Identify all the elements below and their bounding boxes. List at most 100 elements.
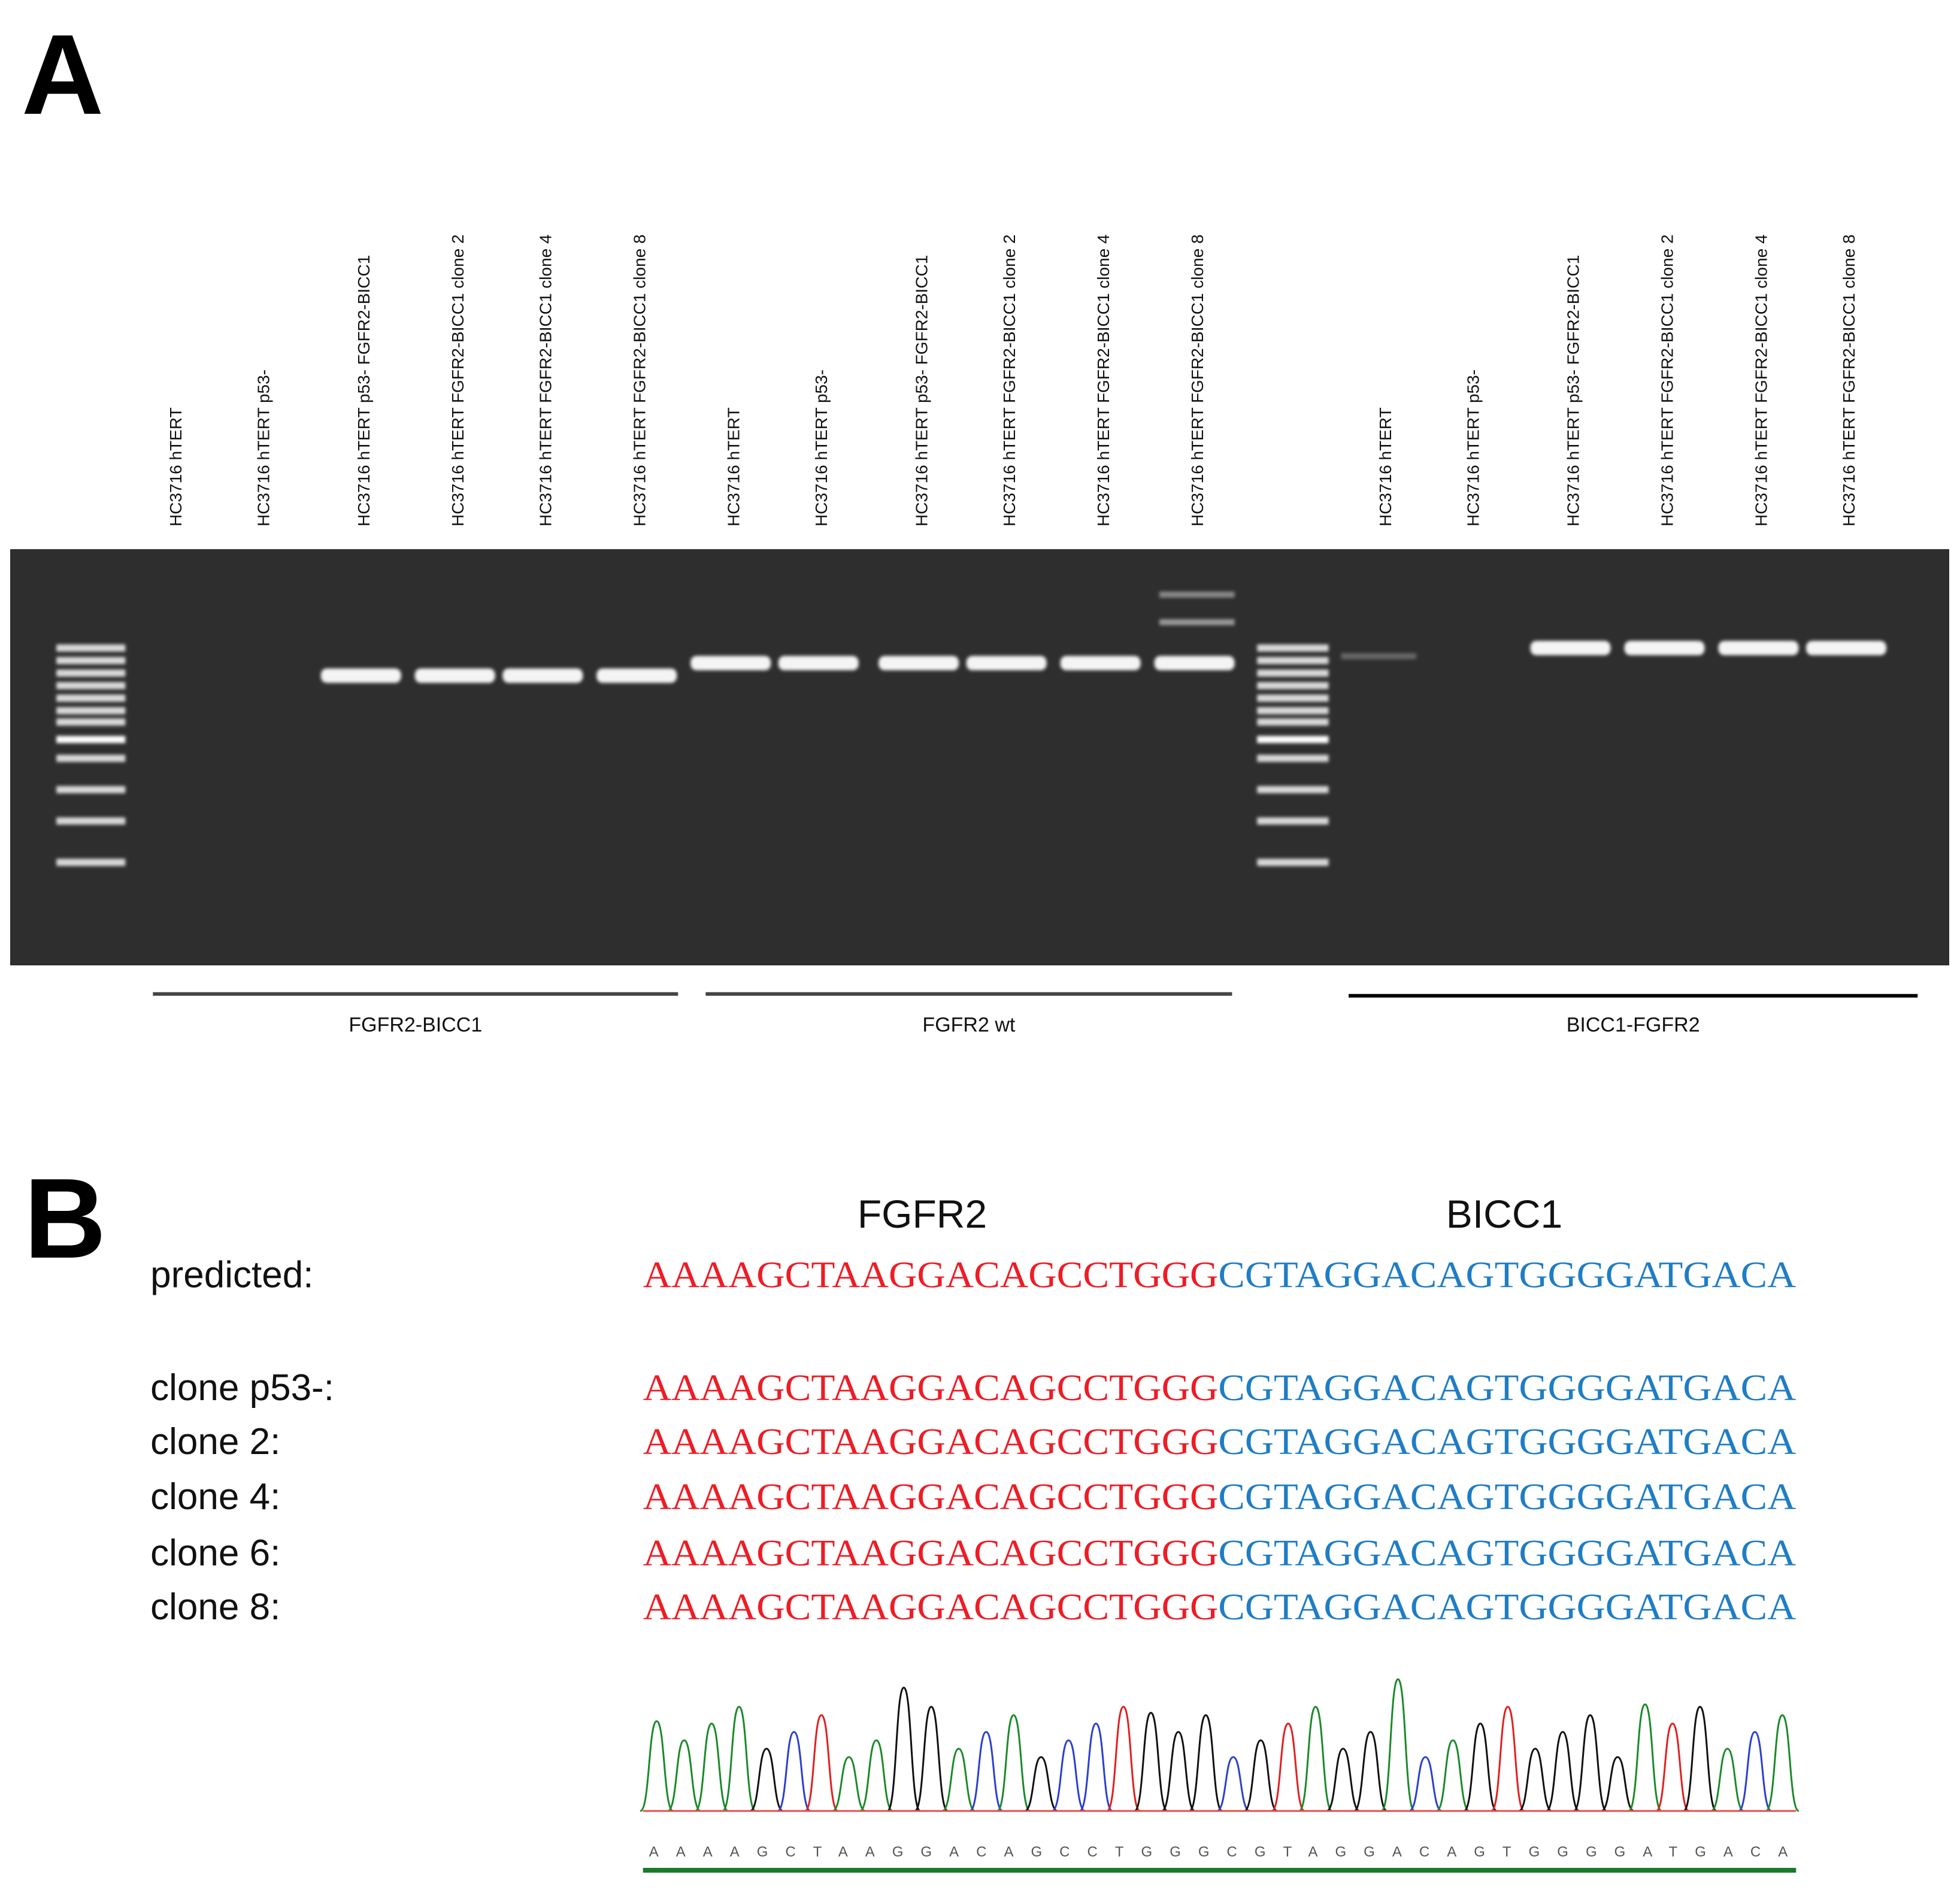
seq-fgfr2: AAAAGCTAAGGACAGCCTGGG (643, 1255, 1219, 1296)
lane-label: HC3716 hTERT p53- (812, 370, 831, 526)
trace-peak (941, 1747, 976, 1812)
band (1060, 656, 1141, 671)
trace-peak (804, 1714, 839, 1812)
lane-label: HC3716 hTERT p53- (1464, 370, 1482, 526)
trace-peak (1134, 1712, 1168, 1812)
trace-peak (1710, 1747, 1744, 1812)
trace-peak (695, 1722, 729, 1812)
trace-peak (1024, 1756, 1058, 1812)
trace-peak (640, 1720, 674, 1812)
ladder-band (56, 669, 126, 677)
trace-peak (886, 1686, 922, 1812)
band (1806, 641, 1886, 656)
band (878, 656, 959, 671)
ladder-band (1257, 735, 1329, 743)
lane-label: HC3716 hTERT (166, 407, 185, 526)
trace-peak (1463, 1722, 1498, 1812)
panel-label: A (22, 11, 104, 138)
row-label: clone 4: (150, 1476, 280, 1518)
ladder-band (1257, 669, 1329, 677)
trace-peak (914, 1706, 949, 1812)
panel-label: B (24, 1155, 106, 1282)
band (320, 668, 401, 683)
trace-peak (1435, 1739, 1470, 1812)
row-label: clone 2: (150, 1421, 280, 1462)
ladder-band (1257, 682, 1329, 689)
band (1530, 641, 1611, 656)
trace-peak (1298, 1706, 1333, 1812)
trace-peak (1079, 1722, 1113, 1812)
ladder-band (1257, 755, 1329, 762)
ladder-band (1257, 694, 1329, 702)
ladder-band (56, 735, 126, 743)
band (778, 656, 859, 671)
trace-peak (1326, 1747, 1361, 1812)
trace-peak (969, 1731, 1004, 1812)
seq-bicc1: CGTAGGACAGTGGGGATGACA (1218, 1533, 1796, 1574)
ladder-band (56, 644, 126, 652)
ladder-band (1257, 718, 1329, 726)
seq-fgfr2: AAAAGCTAAGGACAGCCTGGG (643, 1477, 1219, 1518)
trace-peak (1216, 1756, 1250, 1812)
group-label: BICC1-FGFR2 (1567, 1014, 1700, 1037)
lane-label: HC3716 hTERT p53- (255, 370, 273, 526)
row-label: predicted: (150, 1255, 313, 1296)
lane-label: HC3716 hTERT FGFR2-BICC1 clone 4 (536, 234, 555, 526)
trace-peak (722, 1706, 756, 1812)
lane-label: HC3716 hTERT FGFR2-BICC1 clone 8 (1840, 234, 1858, 526)
trace-peak (777, 1731, 811, 1812)
band (414, 668, 495, 683)
trace-peak (1601, 1756, 1635, 1812)
lane-label: HC3716 hTERT FGFR2-BICC1 clone 2 (1658, 234, 1677, 526)
trace-peak (832, 1756, 866, 1812)
row-label: clone 8: (150, 1586, 280, 1628)
band (966, 656, 1047, 671)
trace-sequence: AAAAGCTAAGGACAGCCTGGGCGTAGGACAGTGGGGATGA… (649, 1844, 1791, 1860)
band (1718, 641, 1799, 656)
gel (10, 549, 1949, 965)
band (502, 668, 583, 683)
ladder-band (56, 657, 126, 665)
trace-peak (1244, 1739, 1278, 1812)
ladder-band (1257, 817, 1329, 825)
seq-fgfr2: AAAAGCTAAGGACAGCCTGGG (643, 1422, 1219, 1462)
band (1159, 591, 1235, 598)
lane-label: HC3716 hTERT p53- FGFR2-BICC1 (1564, 255, 1583, 526)
trace-peak (1353, 1731, 1388, 1812)
band (1624, 641, 1705, 656)
ladder-band (56, 718, 126, 726)
lane-label: HC3716 hTERT (1376, 407, 1395, 526)
seq-bicc1: CGTAGGACAGTGGGGATGACA (1218, 1255, 1796, 1296)
lane-label: HC3716 hTERT p53- FGFR2-BICC1 (355, 255, 373, 526)
trace-peak (1655, 1722, 1690, 1812)
gel-bands (56, 591, 1886, 866)
seq-fgfr2: AAAAGCTAAGGACAGCCTGGG (643, 1533, 1219, 1574)
lane-label: HC3716 hTERT FGFR2-BICC1 clone 8 (630, 234, 649, 526)
seq-bicc1: CGTAGGACAGTGGGGATGACA (1218, 1368, 1796, 1409)
row-label: clone p53-: (150, 1367, 334, 1409)
trace-peak (1271, 1722, 1305, 1812)
lane-label: HC3716 hTERT FGFR2-BICC1 clone 4 (1094, 234, 1113, 526)
trace-peak (1765, 1714, 1800, 1812)
ladder-band (1257, 707, 1329, 714)
gene-header: BICC1 (1446, 1192, 1562, 1236)
trace-peak (1380, 1678, 1416, 1812)
trace-peak (1738, 1731, 1772, 1812)
ladder-band (56, 707, 126, 714)
band (1341, 653, 1417, 659)
lane-label: HC3716 hTERT FGFR2-BICC1 clone 8 (1188, 234, 1207, 526)
lane-label: HC3716 hTERT FGFR2-BICC1 clone 2 (449, 234, 467, 526)
band (690, 656, 771, 671)
ladder-band (1257, 786, 1329, 793)
trace-peak (1628, 1703, 1663, 1812)
lane-label: HC3716 hTERT FGFR2-BICC1 clone 2 (1000, 234, 1019, 526)
trace-peak (1683, 1706, 1717, 1812)
ladder-band (56, 755, 126, 762)
gene-header: FGFR2 (858, 1192, 987, 1236)
group-label: FGFR2-BICC1 (349, 1014, 482, 1037)
seq-bicc1: CGTAGGACAGTGGGGATGACA (1218, 1422, 1796, 1462)
ladder-band (56, 858, 126, 866)
band (1154, 656, 1235, 671)
ladder-band (56, 694, 126, 702)
band (1159, 619, 1235, 625)
